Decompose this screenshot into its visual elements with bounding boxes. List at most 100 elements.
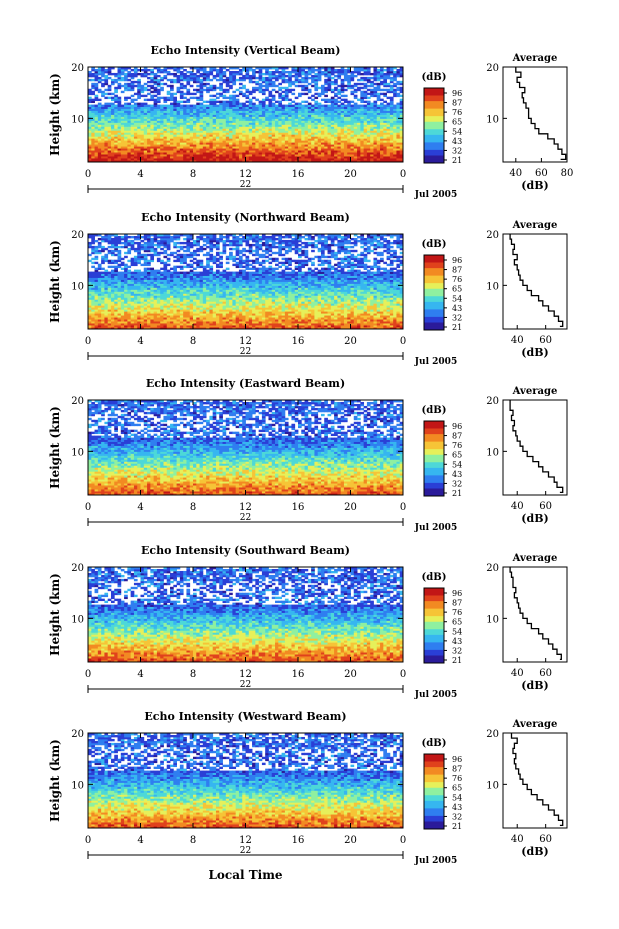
- heatmap-cell: [380, 114, 384, 117]
- heatmap-cell: [179, 160, 184, 163]
- heatmap-cell: [307, 88, 312, 92]
- heatmap-cell: [327, 116, 332, 119]
- heatmap-cell: [380, 158, 384, 161]
- heatmap-cell: [261, 100, 266, 104]
- heatmap-cell: [261, 112, 266, 115]
- heatmap-cell: [120, 138, 125, 141]
- heatmap-cell: [130, 88, 135, 92]
- heatmap-cell: [343, 84, 348, 88]
- heatmap-cell: [140, 150, 145, 153]
- heatmap-cell: [314, 68, 319, 72]
- heatmap-cell: [357, 144, 361, 147]
- heatmap-cell: [183, 84, 187, 88]
- heatmap-cell: [258, 146, 263, 149]
- heatmap-cell: [334, 142, 338, 145]
- heatmap-cell: [301, 92, 305, 96]
- heatmap-cell: [301, 114, 305, 117]
- heatmap-cell: [160, 148, 164, 151]
- heatmap-cell: [307, 156, 312, 159]
- heatmap-cell: [340, 88, 345, 92]
- heatmap-cell: [317, 124, 322, 127]
- heatmap-cell: [101, 108, 105, 111]
- heatmap-cell: [229, 154, 233, 157]
- heatmap-cell: [366, 102, 371, 106]
- heatmap-cell: [320, 118, 325, 121]
- heatmap-cell: [399, 134, 404, 137]
- heatmap-cell: [101, 126, 105, 129]
- heatmap-cell: [156, 104, 161, 107]
- heatmap-cell: [383, 68, 387, 72]
- heatmap-cell: [307, 150, 312, 153]
- heatmap-cell: [265, 120, 269, 123]
- heatmap-cell: [209, 154, 214, 157]
- heatmap-cell: [189, 130, 194, 133]
- heatmap-cell: [288, 126, 292, 129]
- heatmap-cell: [242, 102, 246, 106]
- heatmap-cell: [137, 110, 141, 113]
- heatmap-cell: [360, 108, 365, 111]
- heatmap-cell: [324, 126, 328, 129]
- heatmap-cell: [337, 118, 342, 121]
- heatmap-cell: [373, 142, 378, 145]
- heatmap-cell: [268, 84, 273, 88]
- heatmap-cell: [265, 96, 269, 100]
- heatmap-cell: [242, 144, 246, 147]
- heatmap-cell: [284, 144, 289, 147]
- heatmap-cell: [173, 132, 177, 135]
- heatmap-cell: [133, 148, 138, 151]
- heatmap-cell: [94, 132, 99, 135]
- heatmap-cell: [340, 116, 345, 119]
- heatmap-cell: [373, 104, 378, 107]
- heatmap-cell: [376, 136, 381, 139]
- heatmap-cell: [147, 124, 151, 127]
- heatmap-cell: [147, 110, 151, 113]
- heatmap-cell: [130, 104, 135, 107]
- heatmap-cell: [225, 142, 230, 145]
- heatmap-cell: [222, 148, 227, 151]
- heatmap-cell: [245, 112, 250, 115]
- heatmap-cell: [327, 126, 332, 129]
- heatmap-cell: [143, 82, 148, 86]
- heatmap-cell: [88, 124, 92, 127]
- heatmap-cell: [91, 140, 95, 143]
- heatmap-cell: [166, 150, 171, 153]
- heatmap-cell: [317, 158, 322, 161]
- heatmap-cell: [153, 118, 158, 121]
- heatmap-cell: [399, 132, 404, 135]
- heatmap-cell: [110, 92, 115, 96]
- heatmap-cell: [229, 84, 233, 88]
- heatmap-cell: [199, 88, 204, 92]
- heatmap-cell: [143, 136, 148, 139]
- heatmap-cell: [196, 128, 200, 131]
- heatmap-cell: [196, 120, 200, 123]
- heatmap-cell: [258, 154, 263, 157]
- heatmap-cell: [202, 76, 207, 80]
- heatmap-cell: [140, 74, 145, 78]
- heatmap-cell: [248, 144, 253, 147]
- heatmap-cell: [222, 72, 227, 76]
- heatmap-cell: [242, 148, 246, 151]
- heatmap-cell: [215, 146, 220, 149]
- heatmap-cell: [235, 114, 240, 117]
- heatmap-cell: [298, 124, 302, 127]
- heatmap-cell: [330, 116, 335, 119]
- heatmap-cell: [173, 72, 177, 76]
- heatmap-cell: [97, 114, 102, 117]
- heatmap-cell: [88, 74, 92, 78]
- heatmap-cell: [350, 90, 355, 94]
- heatmap-cell: [189, 132, 194, 135]
- heatmap-cell: [137, 146, 141, 149]
- heatmap-cell: [311, 130, 315, 133]
- heatmap-cell: [235, 134, 240, 137]
- heatmap-cell: [255, 88, 260, 92]
- heatmap-cell: [275, 112, 279, 115]
- heatmap-cell: [173, 156, 177, 159]
- heatmap-cell: [104, 88, 109, 92]
- heatmap-cell: [360, 90, 365, 94]
- heatmap-cell: [258, 128, 263, 131]
- heatmap-cell: [343, 154, 348, 157]
- heatmap-cell: [229, 72, 233, 76]
- heatmap-cell: [225, 114, 230, 117]
- heatmap-cell: [317, 104, 322, 107]
- heatmap-cell: [170, 86, 174, 90]
